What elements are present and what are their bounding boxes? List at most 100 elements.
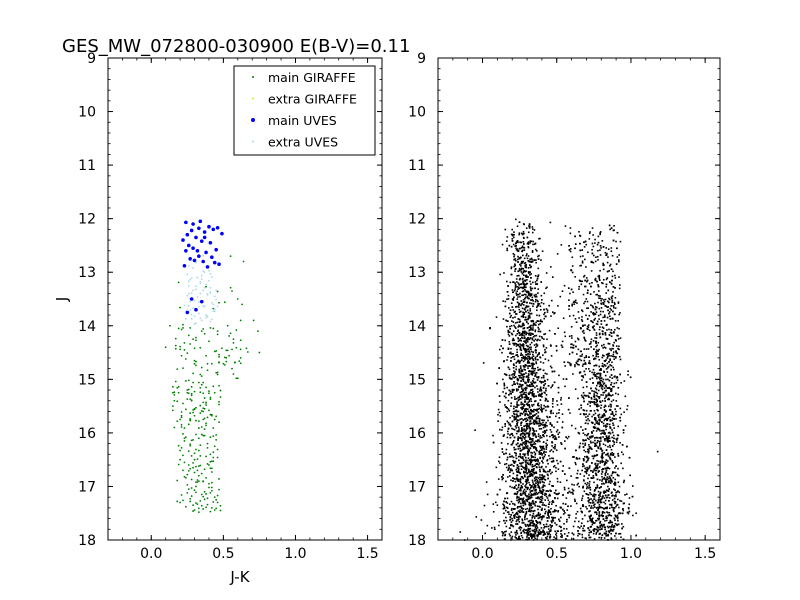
right-point <box>618 260 620 263</box>
point-extra-uves <box>187 264 190 267</box>
right-point <box>512 291 514 293</box>
right-point <box>581 505 584 507</box>
right-point <box>522 304 525 306</box>
right-point <box>614 489 616 491</box>
point-main-uves <box>208 240 213 245</box>
right-point <box>601 429 604 432</box>
right-point <box>527 374 530 376</box>
right-point <box>613 355 615 358</box>
right-point <box>599 460 602 463</box>
right-point <box>605 496 608 499</box>
right-point <box>583 332 585 334</box>
right-point <box>583 409 586 412</box>
right-point <box>609 454 612 456</box>
right-point <box>611 429 613 431</box>
right-point <box>589 378 591 380</box>
right-point <box>503 360 505 362</box>
right-point <box>539 394 541 396</box>
right-point <box>515 432 518 435</box>
right-point <box>515 413 518 416</box>
right-point <box>612 270 614 273</box>
right-point <box>526 309 529 312</box>
right-point <box>564 365 566 367</box>
right-point <box>534 375 536 377</box>
right-point <box>548 483 551 486</box>
right-point <box>512 281 514 283</box>
right-point <box>616 516 619 519</box>
right-point <box>522 508 525 510</box>
point-main-giraffe <box>196 481 199 484</box>
right-point <box>512 321 515 323</box>
right-point <box>611 419 613 422</box>
right-point <box>542 434 544 437</box>
right-point <box>504 300 507 303</box>
right-point <box>541 419 544 422</box>
right-point <box>529 523 532 525</box>
right-point <box>524 369 526 371</box>
right-point <box>575 502 578 505</box>
right-point <box>591 499 594 502</box>
right-point <box>534 248 537 251</box>
right-point <box>509 392 511 395</box>
right-point <box>554 435 556 437</box>
right-point <box>584 363 586 365</box>
right-point <box>538 314 541 317</box>
right-point <box>520 436 522 439</box>
right-point <box>527 241 530 243</box>
point-main-giraffe <box>186 483 189 486</box>
right-point <box>521 500 524 502</box>
right-point <box>589 536 592 539</box>
point-main-giraffe <box>226 349 229 352</box>
right-point <box>600 506 602 509</box>
right-point <box>611 436 613 439</box>
right-point <box>578 432 581 435</box>
right-point <box>548 501 551 503</box>
right-point <box>525 387 527 389</box>
point-main-giraffe <box>189 467 192 470</box>
right-point <box>587 415 589 417</box>
point-extra-uves <box>200 275 203 277</box>
point-main-giraffe <box>236 377 239 380</box>
right-point <box>521 262 524 264</box>
right-point <box>529 332 531 334</box>
right-point <box>517 241 519 244</box>
right-point <box>586 486 589 488</box>
right-point <box>626 405 629 407</box>
right-point <box>556 400 558 402</box>
right-point <box>620 536 622 539</box>
right-point <box>571 271 574 274</box>
right-point <box>521 413 524 415</box>
right-point <box>525 525 527 527</box>
right-point <box>536 277 539 280</box>
right-point <box>557 305 559 307</box>
right-point <box>613 441 615 443</box>
right-point <box>530 458 532 461</box>
point-main-uves <box>198 219 203 224</box>
right-point <box>522 419 525 421</box>
right-point <box>512 410 515 413</box>
right-point <box>534 346 537 349</box>
right-point <box>518 369 520 372</box>
right-point <box>571 265 574 267</box>
right-point <box>528 470 530 473</box>
right-point <box>598 297 600 299</box>
point-main-giraffe <box>183 440 186 442</box>
right-point <box>570 335 573 337</box>
right-point <box>544 499 546 501</box>
right-point <box>597 284 599 286</box>
right-point <box>610 364 613 367</box>
right-point <box>586 493 588 496</box>
point-main-giraffe <box>218 384 220 387</box>
point-main-giraffe <box>195 485 197 488</box>
right-point <box>529 416 532 419</box>
right-point <box>590 421 593 424</box>
right-point <box>594 391 597 393</box>
point-extra-uves <box>209 292 212 295</box>
right-point <box>564 385 566 388</box>
right-point <box>512 441 514 443</box>
right-point <box>525 318 528 321</box>
right-point <box>542 344 545 346</box>
right-point <box>595 256 597 258</box>
right-point <box>536 497 539 500</box>
point-main-giraffe <box>208 392 210 395</box>
